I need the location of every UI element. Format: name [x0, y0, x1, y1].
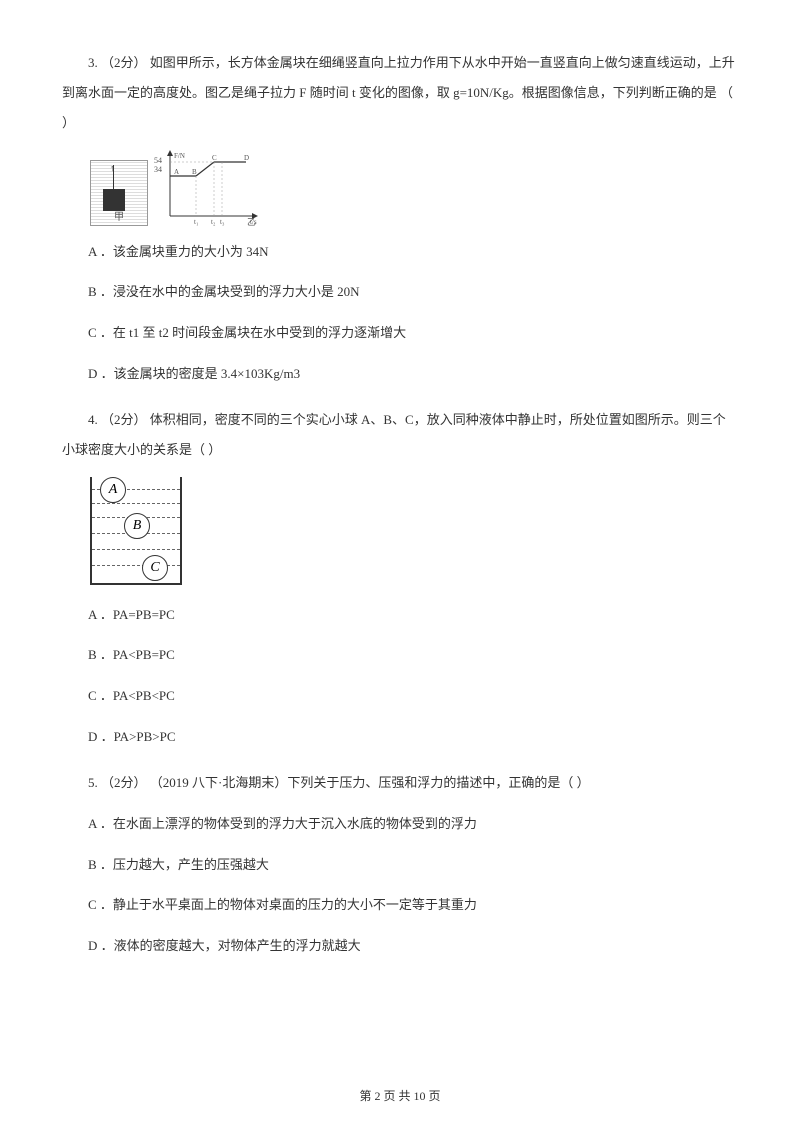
figure-3-left-label: 甲	[114, 208, 124, 223]
q3-option-d: D ．该金属块的密度是 3.4×103Kg/m3	[62, 364, 738, 385]
ball-a: A	[100, 477, 126, 503]
graph-point-c: C	[212, 154, 217, 162]
water-line	[92, 549, 180, 550]
figure-3-setup: ↑ 甲	[90, 160, 148, 226]
q4-option-d: D ．PA>PB>PC	[62, 727, 738, 748]
rope-icon	[113, 165, 114, 189]
question-4-text: 4. （2分） 体积相同，密度不同的三个实心小球 A、B、C，放入同种液体中静止…	[62, 405, 738, 465]
figure-3-graph: 54 34 A B C	[156, 150, 262, 226]
question-3-text: 3. （2分） 如图甲所示，长方体金属块在细绳竖直向上拉力作用下从水中开始一直竖…	[62, 48, 738, 138]
page-footer: 第 2 页 共 10 页	[0, 1087, 800, 1104]
figure-3-right-label: 乙	[247, 215, 256, 228]
yaxis-label: F/N	[174, 152, 185, 160]
q5-option-b: B ．压力越大，产生的压强越大	[62, 855, 738, 876]
ball-c: C	[142, 555, 168, 581]
q3-option-b: B ．浸没在水中的金属块受到的浮力大小是 20N	[62, 282, 738, 303]
q5-option-a: A ．在水面上漂浮的物体受到的浮力大于沉入水底的物体受到的浮力	[62, 814, 738, 835]
q3-option-c: C ．在 t1 至 t2 时间段金属块在水中受到的浮力逐渐增大	[62, 323, 738, 344]
q4-option-b: B ．PA<PB=PC	[62, 645, 738, 666]
q5-option-d: D ．液体的密度越大，对物体产生的浮力就越大	[62, 936, 738, 957]
svg-text:t₃: t₃	[220, 218, 225, 226]
y-value-54: 54	[154, 156, 162, 165]
graph-point-a: A	[174, 168, 179, 176]
svg-text:t₁: t₁	[194, 218, 198, 226]
q4-option-c: C ．PA<PB<PC	[62, 686, 738, 707]
figure-3: ↑ 甲 54 34	[90, 150, 738, 226]
graph-point-b: B	[192, 168, 197, 176]
q5-option-c: C ．静止于水平桌面上的物体对桌面的压力的大小不一定等于其重力	[62, 895, 738, 916]
y-value-34: 34	[154, 165, 162, 174]
graph-point-d: D	[244, 154, 249, 162]
question-5-text: 5. （2分） （2019 八下·北海期末）下列关于压力、压强和浮力的描述中，正…	[62, 768, 738, 798]
q4-option-a: A ．PA=PB=PC	[62, 605, 738, 626]
water-line	[92, 503, 180, 504]
svg-text:t₂: t₂	[211, 218, 216, 226]
ball-b: B	[124, 513, 150, 539]
figure-4: A B C	[90, 477, 738, 585]
q3-option-a: A ．该金属块重力的大小为 34N	[62, 242, 738, 263]
